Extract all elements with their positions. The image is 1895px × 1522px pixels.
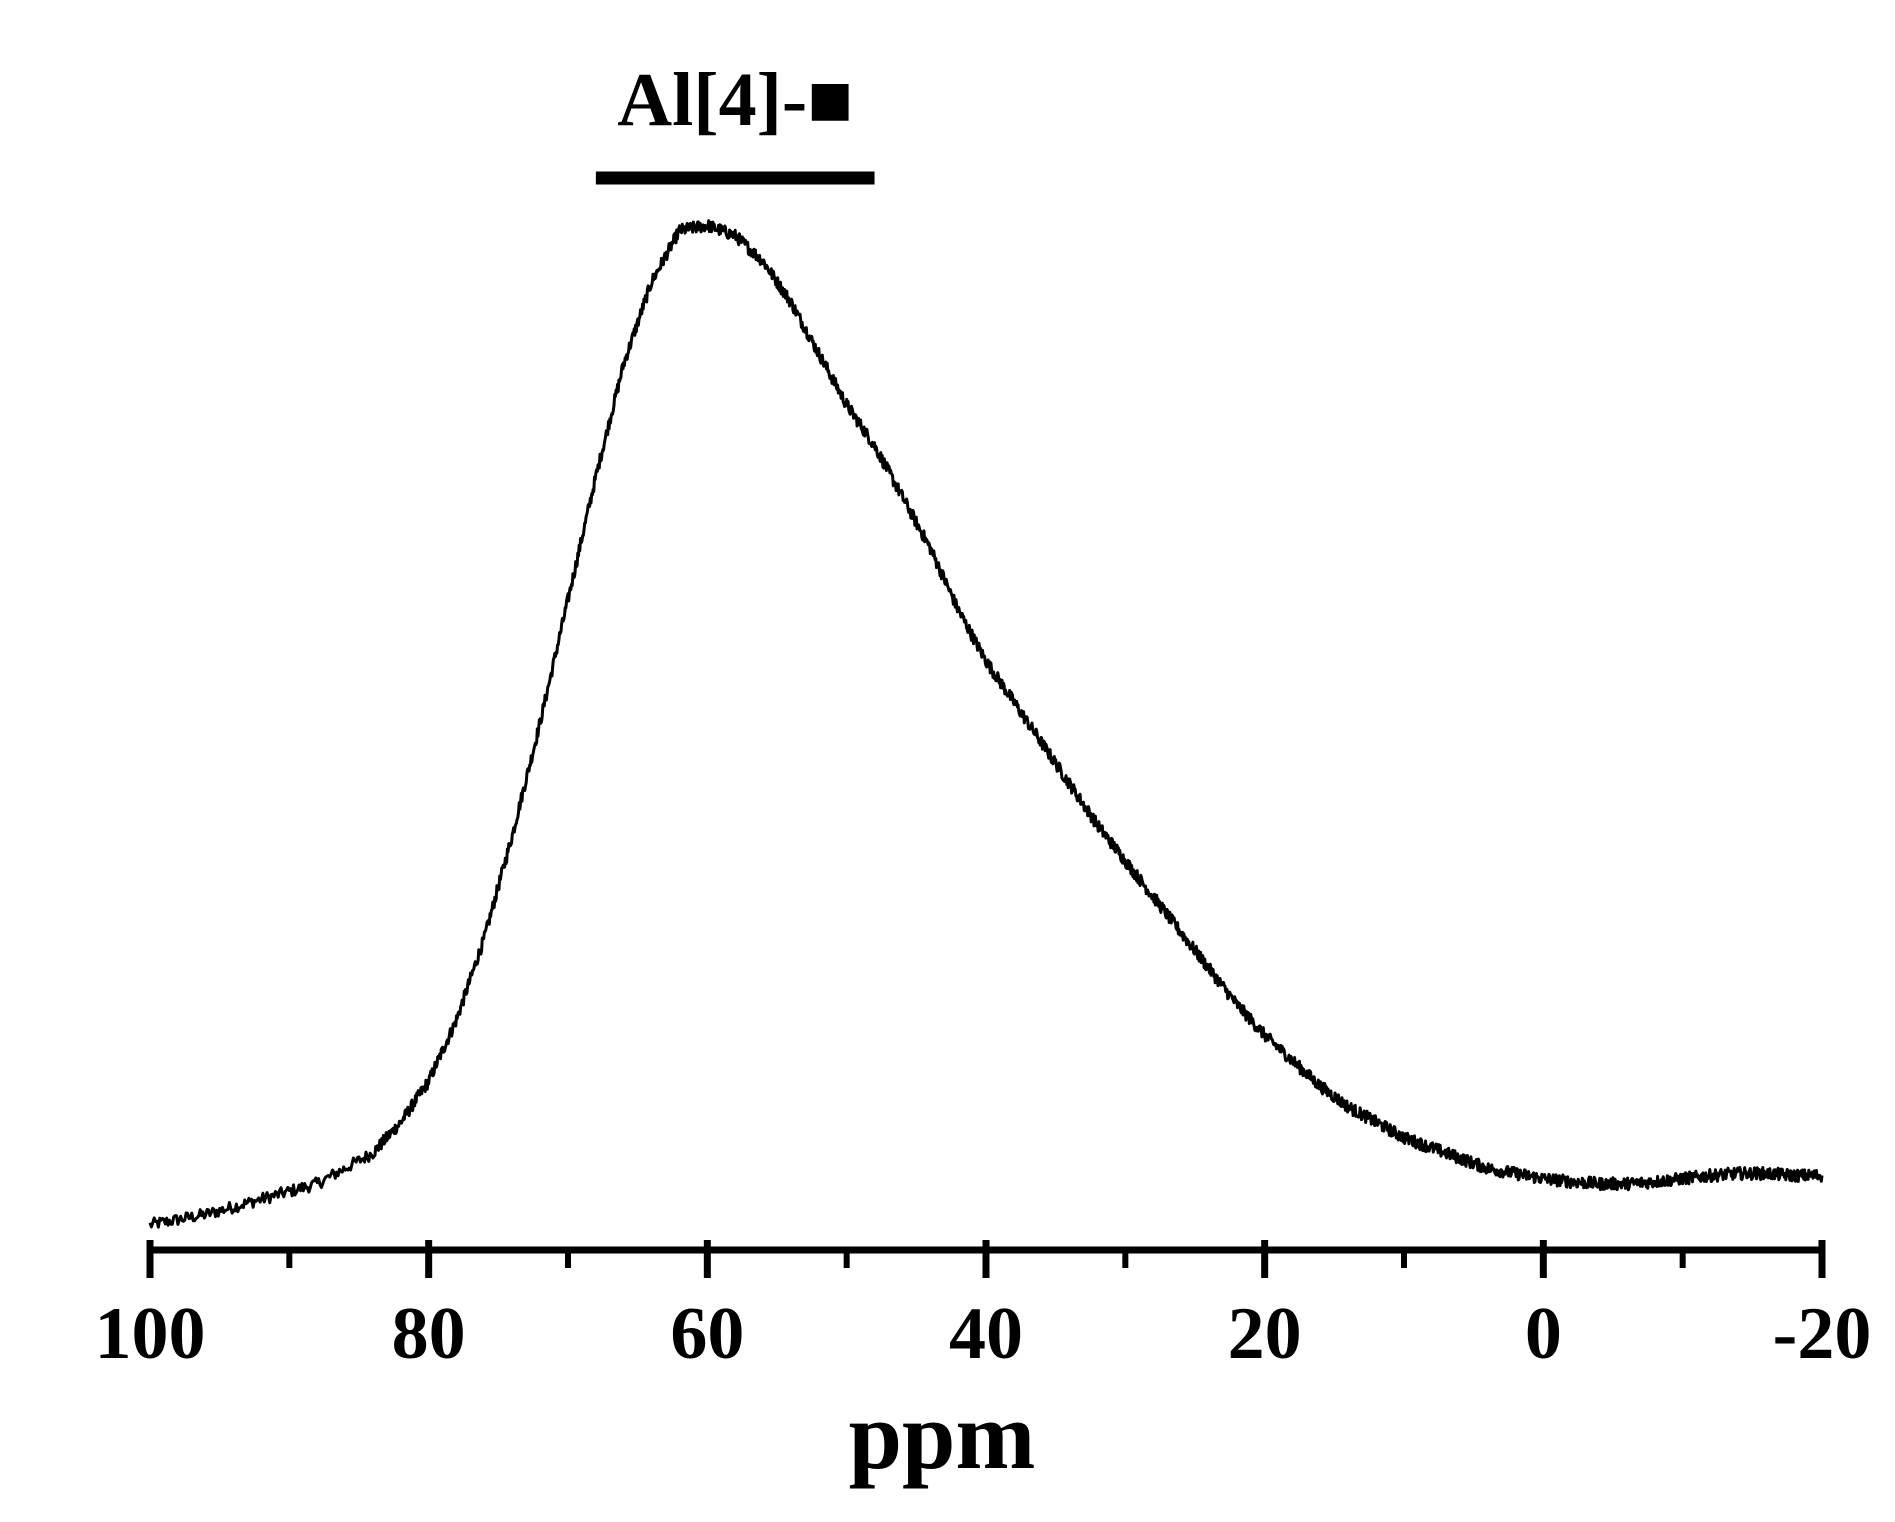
x-tick-label: 40 [949,1293,1023,1375]
x-tick-label: 100 [95,1293,206,1375]
x-tick-label: 0 [1525,1293,1562,1375]
annotation-label: Al[4]-■ [617,58,853,142]
plot-area [148,219,1824,1229]
x-tick-label: 80 [392,1293,466,1375]
x-tick-label: 60 [670,1293,744,1375]
x-tick-label: -20 [1773,1293,1872,1375]
spectrum-line [148,219,1824,1229]
x-tick-label: 20 [1228,1293,1302,1375]
annotation-layer: Al[4]-■ [595,58,875,185]
x-axis: 100 80 60 40 20 0 -20 [95,1240,1872,1375]
x-axis-title: ppm [849,1382,1036,1489]
